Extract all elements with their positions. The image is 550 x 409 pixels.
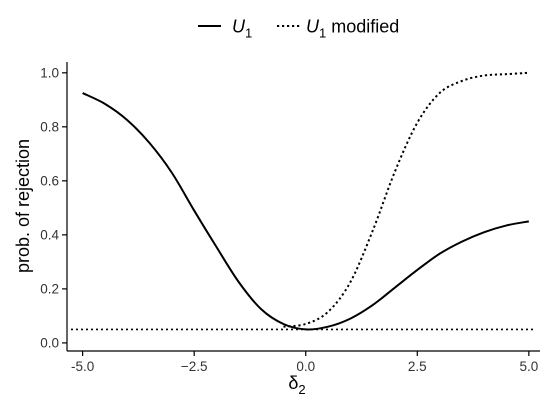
x-tick-label: -5.0 <box>71 359 94 374</box>
y-tick-label: 0.8 <box>40 119 59 134</box>
y-tick-label: 0.0 <box>40 335 59 350</box>
y-axis-title: prob. of rejection <box>13 139 33 273</box>
x-ticks: -5.0 −2.5 0.0 2.5 5.0 <box>71 351 538 374</box>
x-tick-label: 0.0 <box>296 359 315 374</box>
legend-label-u1-modified: U1 modified <box>306 17 399 41</box>
y-ticks: 0.0 0.2 0.4 0.6 0.8 1.0 <box>40 65 67 350</box>
legend-label-u1: U1 <box>232 17 252 41</box>
x-tick-label: −2.5 <box>181 359 208 374</box>
y-tick-label: 1.0 <box>40 65 59 80</box>
y-tick-label: 0.6 <box>40 173 59 188</box>
legend: U1 U1 modified <box>198 17 399 41</box>
x-tick-label: 2.5 <box>408 359 427 374</box>
y-tick-label: 0.4 <box>40 227 59 242</box>
series-u1-modified-line <box>283 71 529 328</box>
x-axis-title: δ2 <box>288 373 305 397</box>
x-tick-label: 5.0 <box>519 359 538 374</box>
y-tick-label: 0.2 <box>40 281 59 296</box>
series-u1-line <box>82 92 530 331</box>
